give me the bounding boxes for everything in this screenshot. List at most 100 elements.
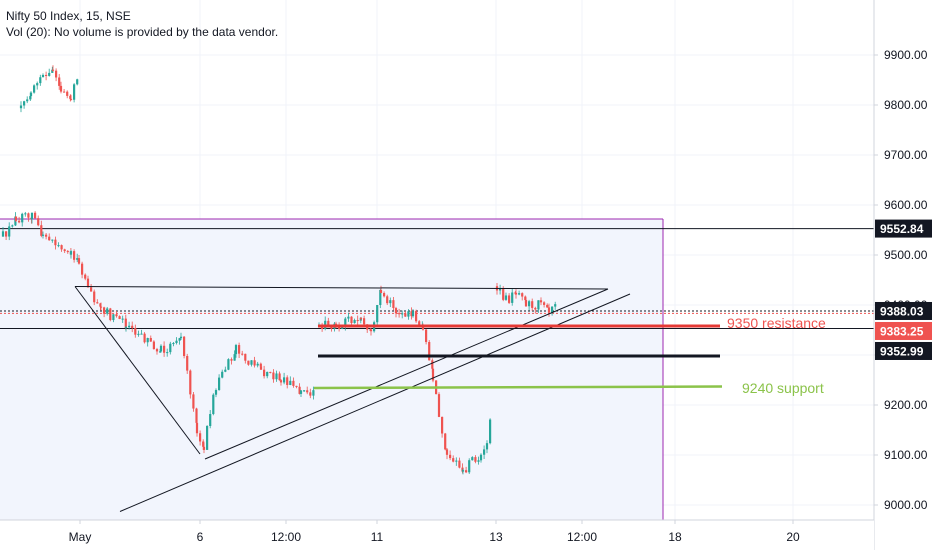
candle-body (554, 304, 557, 307)
candle-body (263, 369, 266, 377)
symbol-title[interactable]: Nifty 50 Index, 15, NSE (6, 9, 131, 23)
candle-body (146, 337, 149, 343)
candle-body (539, 300, 543, 303)
candle-body (1, 231, 5, 237)
candle-body (33, 85, 36, 93)
x-tick-label: 6 (197, 530, 204, 544)
candle-body (140, 333, 143, 335)
candle-body (421, 325, 425, 330)
candle-body (69, 95, 72, 99)
candle-body (543, 302, 546, 305)
candle-body (369, 329, 373, 332)
candle-body (63, 91, 66, 93)
price-axis[interactable]: 9000.009100.009200.009300.009400.009500.… (873, 0, 932, 550)
candle-body (537, 300, 540, 310)
candle-body (206, 425, 209, 450)
candle-body (30, 212, 34, 220)
date-range-box (0, 218, 664, 520)
candle-body (26, 99, 29, 102)
y-tick-label: 9900.00 (884, 48, 928, 62)
candle-body (303, 390, 306, 392)
candle-body (202, 446, 206, 450)
range-box-fill (0, 219, 663, 520)
price-label-text: 9552.84 (880, 222, 924, 236)
candle-body (461, 467, 464, 472)
candle-body (63, 249, 66, 252)
horizontal-price-lines (0, 228, 874, 330)
candle-body (531, 301, 534, 308)
candle-body (99, 303, 102, 307)
candle-body (121, 318, 124, 320)
candle-body (279, 380, 283, 383)
price-axis-background (874, 0, 932, 550)
y-tick-label: 9000.00 (884, 498, 928, 512)
candle-body (444, 433, 447, 450)
candle-body (66, 251, 69, 253)
candle-body (14, 216, 18, 221)
candle-body (202, 441, 205, 447)
x-tick-label: 13 (489, 530, 503, 544)
candle-body (338, 326, 341, 329)
candle-body (468, 460, 471, 473)
candle-body (431, 368, 435, 381)
trend-line[interactable] (74, 286, 609, 290)
candle-body (489, 419, 492, 444)
candle-body (401, 313, 404, 315)
candle-body (186, 355, 189, 371)
candle-body (312, 390, 315, 396)
candle-body (103, 307, 106, 314)
candle-body (51, 69, 55, 71)
time-axis[interactable]: May 6 12:00 11 13 12:00 18 20 (0, 519, 874, 550)
candle-body (376, 305, 379, 323)
candle-body (195, 422, 199, 434)
trend-line[interactable] (119, 293, 631, 512)
candle-body (244, 353, 247, 361)
candle-body (356, 320, 359, 322)
candle-body (178, 338, 181, 341)
candle-body (299, 390, 303, 394)
trendlines[interactable] (74, 286, 723, 512)
candle-body (250, 360, 253, 365)
candle-body (455, 460, 458, 462)
candle-body (528, 301, 531, 307)
candle-body (172, 343, 175, 345)
candle-body (327, 320, 330, 328)
candle-body (214, 390, 218, 395)
trend-line[interactable] (74, 286, 201, 455)
x-tick-label: May (69, 530, 92, 544)
candle-body (514, 292, 518, 295)
candle-body (386, 296, 389, 304)
trend-line[interactable] (313, 385, 723, 390)
candle-body (29, 92, 33, 97)
x-tick-label: 12:00 (271, 530, 301, 544)
candle-body (134, 328, 137, 335)
candle-body (269, 371, 272, 373)
candle-body (209, 414, 212, 426)
trend-line[interactable] (204, 288, 609, 460)
candle-body (415, 311, 418, 322)
candle-body (18, 220, 21, 223)
candle-body (39, 77, 42, 84)
candle-body (483, 449, 486, 455)
candle-body (221, 371, 224, 378)
candle-body (106, 308, 109, 314)
candle-body (159, 345, 163, 352)
candle-body (407, 311, 410, 317)
candle-body (149, 337, 152, 342)
candle-body (247, 360, 250, 365)
candle-body (547, 307, 551, 313)
y-tick-label: 9600.00 (884, 198, 928, 212)
candle-body (11, 225, 14, 227)
candle-body (109, 308, 112, 321)
candle-body (445, 449, 449, 455)
candle-body (499, 288, 502, 291)
candle-body (5, 231, 8, 237)
candle-body (283, 377, 286, 383)
candle-body (524, 300, 528, 307)
candle-body (58, 77, 61, 86)
candle-body (112, 314, 115, 321)
candle-body (389, 300, 392, 304)
candle-body (425, 329, 428, 342)
candle-body (518, 293, 521, 295)
